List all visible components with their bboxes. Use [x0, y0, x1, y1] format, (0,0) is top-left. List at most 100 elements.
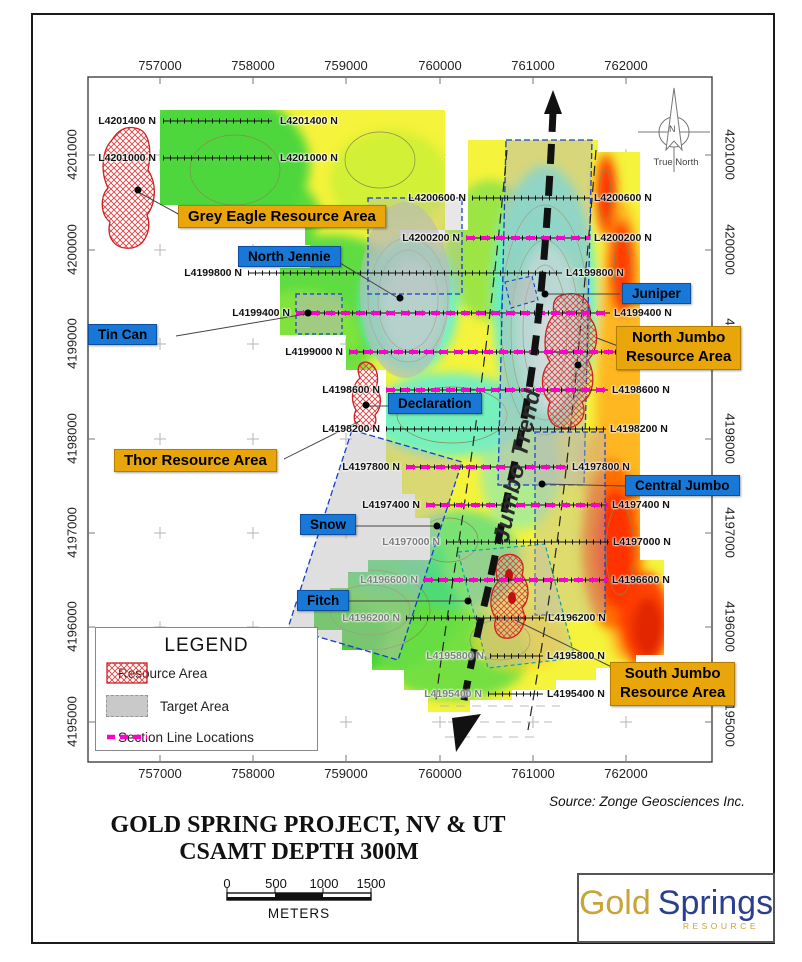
survey-line-label-left: L4197800 N — [342, 461, 400, 473]
resource-label-line1: South Jumbo — [624, 665, 721, 682]
scale-bar — [226, 888, 372, 901]
survey-line-label-left: L4201000 N — [98, 152, 156, 164]
resource-label-line1: North Jumbo — [632, 329, 726, 346]
survey-line-label-left: L4196200 N — [342, 612, 400, 624]
grid-cross — [154, 244, 166, 256]
legend-item-label: Target Area — [160, 698, 230, 714]
x-axis-label-bottom: 757000 — [138, 766, 182, 781]
north-arrow-icon — [638, 87, 710, 172]
resource-label-line2: Resource Area — [626, 347, 732, 365]
survey-lines — [163, 118, 655, 697]
north-arrow-n: N — [669, 124, 676, 134]
y-axis-label-left: 4197000 — [64, 507, 80, 558]
target-label-north-jennie: North Jennie — [238, 246, 341, 267]
survey-line-label-left: L4197000 N — [382, 536, 440, 548]
map-title-line2: CSAMT DEPTH 300M — [179, 839, 419, 865]
legend: LEGEND Resource Area Target Area Section… — [95, 627, 318, 751]
legend-item-label: Section Line Locations — [118, 729, 254, 745]
x-axis-label-top: 757000 — [138, 58, 182, 73]
y-axis-label-left: 4196000 — [64, 601, 80, 652]
survey-line-label-left: L4197400 N — [362, 499, 420, 511]
scale-bar-number: 500 — [265, 876, 287, 891]
gold-springs-logo: Gold Springs RESOURCE — [577, 873, 775, 943]
hachures — [432, 705, 560, 738]
scale-bar-number: 1500 — [356, 876, 386, 891]
survey-line-label-left: L4196600 N — [360, 574, 418, 586]
x-axis-label-top: 762000 — [604, 58, 648, 73]
grid-cross — [340, 433, 352, 445]
survey-line-label-left: L4199400 N — [232, 307, 290, 319]
x-axis-label-top: 758000 — [231, 58, 275, 73]
grid-cross — [154, 433, 166, 445]
y-axis-label-right: 4196000 — [722, 601, 738, 652]
y-axis-label-right: 4197000 — [722, 507, 738, 558]
target-label-snow: Snow — [300, 514, 356, 535]
survey-line-label-left: L4195800 N — [426, 650, 484, 662]
survey-line-label-right: L4201000 N — [280, 152, 338, 164]
survey-line-label-right: L4198600 N — [612, 384, 670, 396]
resource-label-line2: Resource Area — [620, 683, 726, 701]
y-axis-label-right: 4200000 — [722, 224, 738, 275]
survey-line-label-right: L4199800 N — [566, 267, 624, 279]
grid-cross — [620, 716, 632, 728]
survey-line-label-right: L4195800 N — [547, 650, 605, 662]
survey-line-label-right: L4195400 N — [547, 688, 605, 700]
resource-areas — [101, 126, 598, 639]
resource-area-swatch-icon — [106, 662, 148, 684]
survey-line-label-left: L4198200 N — [322, 423, 380, 435]
x-axis-label-bottom: 760000 — [418, 766, 462, 781]
source-credit: Source: Zonge Geosciences Inc. — [549, 794, 745, 809]
survey-line-label-right: L4201400 N — [280, 115, 338, 127]
survey-line-label-right: L4200200 N — [594, 232, 652, 244]
survey-line-label-right: L4196200 N — [548, 612, 606, 624]
true-north-label: True North — [653, 157, 699, 168]
callout-leaders — [137, 191, 626, 672]
target-label-tin-can: Tin Can — [88, 324, 158, 345]
survey-line-label-left: L4201400 N — [98, 115, 156, 127]
survey-line-label-left: L4195400 N — [424, 688, 482, 700]
y-axis-label-left: 4199000 — [64, 318, 80, 369]
target-label-declaration: Declaration — [388, 393, 482, 414]
scale-bar-unit: METERS — [267, 906, 331, 921]
y-axis-label-right: 4198000 — [722, 413, 738, 464]
logo-word-springs: Springs — [657, 883, 774, 922]
y-axis-label-left: 4200000 — [64, 224, 80, 275]
logo-tagline: RESOURCE — [682, 920, 759, 931]
target-area-swatch-icon — [106, 695, 148, 717]
resource-label-north-jumbo: North Jumbo Resource Area — [616, 326, 742, 370]
survey-line-label-right: L4196600 N — [612, 574, 670, 586]
map-frame — [87, 76, 713, 763]
x-axis-label-bottom: 762000 — [604, 766, 648, 781]
scale-bar-number: 0 — [223, 876, 231, 891]
legend-title: LEGEND — [164, 635, 249, 656]
x-axis-label-bottom: 761000 — [511, 766, 555, 781]
survey-line-label-left: L4199000 N — [285, 346, 343, 358]
logo-word-gold: Gold — [578, 883, 651, 922]
x-axis-label-top: 759000 — [324, 58, 368, 73]
jumbo-trend-arrow — [452, 90, 562, 752]
grid-cross — [247, 338, 259, 350]
station-dots — [134, 186, 582, 605]
grid-cross — [247, 433, 259, 445]
structure-lines — [435, 149, 597, 731]
survey-line-label-left: L4198600 N — [322, 384, 380, 396]
survey-line-label-right: L4197800 N — [572, 461, 630, 473]
grid-cross — [247, 527, 259, 539]
resource-label-grey-eagle: Grey Eagle Resource Area — [178, 205, 386, 228]
survey-line-label-right: L4200600 N — [594, 192, 652, 204]
y-axis-label-left: 4195000 — [64, 696, 80, 747]
survey-line-label-right: L4199400 N — [614, 307, 672, 319]
y-axis-label-left: 4201000 — [64, 129, 80, 180]
x-axis-label-top: 760000 — [418, 58, 462, 73]
target-label-central-jumbo: Central Jumbo — [625, 475, 740, 496]
x-axis-label-top: 761000 — [511, 58, 555, 73]
x-axis-label-bottom: 758000 — [231, 766, 275, 781]
scale-bar-number: 1000 — [309, 876, 339, 891]
survey-line-label-right: L4198200 N — [610, 423, 668, 435]
grid-cross — [154, 527, 166, 539]
y-axis-label-right: 4201000 — [722, 129, 738, 180]
target-label-fitch: Fitch — [297, 590, 350, 611]
y-axis-label-left: 4198000 — [64, 413, 80, 464]
survey-line-label-right: L4197400 N — [612, 499, 670, 511]
